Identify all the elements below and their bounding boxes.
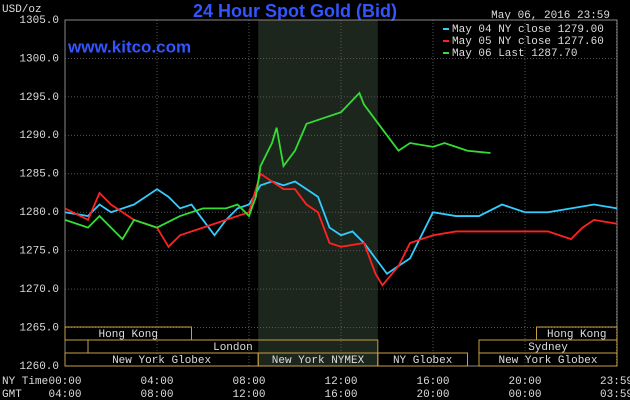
x-tick-label: 23:59 xyxy=(600,376,630,388)
y-tick-label: 1275.0 xyxy=(19,246,59,258)
y-tick-label: 1285.0 xyxy=(19,169,59,181)
session-label: NY Globex xyxy=(393,355,453,367)
x-tick-label: 04:00 xyxy=(140,376,173,388)
x-tick-label: 16:00 xyxy=(416,376,449,388)
y-tick-label: 1295.0 xyxy=(19,92,59,104)
session-label: Sydney xyxy=(528,342,568,354)
chart-title: 24 Hour Spot Gold (Bid) xyxy=(193,1,397,21)
session-label: London xyxy=(213,342,253,354)
x2-tick-label: 04:00 xyxy=(48,389,81,400)
x-axis-label: NY Time xyxy=(2,376,48,388)
x2-tick-label: 00:00 xyxy=(508,389,541,400)
x-tick-label: 00:00 xyxy=(48,376,81,388)
x-tick-label: 12:00 xyxy=(324,376,357,388)
y-axis-label: USD/oz xyxy=(2,4,42,16)
x2-tick-label: 20:00 xyxy=(416,389,449,400)
y-tick-label: 1280.0 xyxy=(19,207,59,219)
y-tick-label: 1290.0 xyxy=(19,130,59,142)
y-tick-label: 1270.0 xyxy=(19,284,59,296)
y-tick-label: 1265.0 xyxy=(19,322,59,334)
session-bar xyxy=(377,352,468,367)
x2-tick-label: 16:00 xyxy=(324,389,357,400)
x2-tick-label: 03:59 xyxy=(600,389,630,400)
x-tick-label: 20:00 xyxy=(508,376,541,388)
date-label: May 06, 2016 23:59 xyxy=(491,10,610,22)
session-label: New York Globex xyxy=(498,355,597,367)
legend-label: May 05 NY close 1277.60 xyxy=(452,36,604,48)
subtitle: www.kitco.com xyxy=(67,37,191,56)
session-label: Hong Kong xyxy=(547,329,606,341)
session-label: New York NYMEX xyxy=(272,355,365,367)
x2-axis-label: GMT xyxy=(2,389,22,400)
highlight-region xyxy=(258,20,378,366)
x2-tick-label: 12:00 xyxy=(232,389,265,400)
y-tick-label: 1260.0 xyxy=(19,361,59,373)
series-line xyxy=(64,91,491,241)
legend-label: May 04 NY close 1279.00 xyxy=(452,24,604,36)
session-label: Hong Kong xyxy=(99,329,158,341)
x2-tick-label: 08:00 xyxy=(140,389,173,400)
x-tick-label: 08:00 xyxy=(232,376,265,388)
y-tick-label: 1305.0 xyxy=(19,15,59,27)
y-tick-label: 1300.0 xyxy=(19,53,59,65)
legend-label: May 06 Last 1287.70 xyxy=(452,48,577,60)
session-label: New York Globex xyxy=(112,355,211,367)
series-line xyxy=(64,172,618,287)
session-bar xyxy=(536,326,618,341)
session-bar xyxy=(478,352,618,367)
series-line xyxy=(64,180,618,275)
